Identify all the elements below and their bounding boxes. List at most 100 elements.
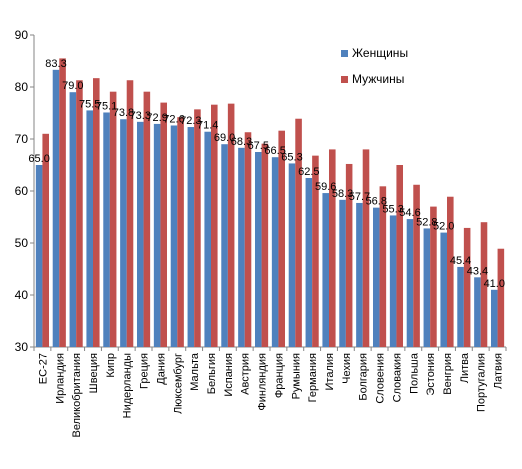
x-tick-label: Литва: [459, 352, 471, 383]
bar-women: [322, 193, 329, 347]
x-tick-label: ЕС-27: [37, 353, 49, 384]
data-label-women: 79.0: [62, 80, 83, 92]
bar-women: [271, 157, 279, 347]
data-label-women: 72.6: [163, 113, 184, 125]
data-label-women: 71.4: [197, 120, 218, 132]
bar-women: [288, 163, 296, 347]
bar-men: [362, 149, 370, 347]
bar-men: [160, 102, 168, 347]
x-tick-label: Кипр: [105, 353, 117, 378]
x-tick-label: Венгрия: [442, 353, 454, 395]
data-label-women: 83.3: [45, 58, 66, 70]
data-label-women: 52.8: [416, 216, 437, 228]
x-tick-label: Словения: [375, 353, 387, 404]
bar-women: [440, 232, 447, 347]
x-tick-label: Румыния: [290, 353, 302, 399]
legend-women-label: Женщины: [352, 46, 408, 60]
bar-women: [52, 69, 60, 347]
x-tick-label: Швеция: [88, 353, 100, 393]
data-label-women: 73.8: [113, 107, 134, 119]
x-tick-label: Италия: [324, 353, 336, 391]
bar-women: [474, 277, 481, 347]
legend-men-swatch: [341, 76, 348, 83]
data-label-women: 65.0: [28, 153, 49, 165]
bar-men: [227, 103, 235, 347]
bar-men: [261, 143, 269, 347]
data-label-women: 58.3: [332, 188, 353, 200]
legend-men-label: Мужчины: [352, 72, 404, 86]
data-label-women: 75.5: [79, 98, 100, 110]
bar-women: [254, 152, 262, 347]
bar-men: [379, 186, 387, 347]
bar-men: [194, 109, 201, 347]
bar-women: [457, 266, 464, 347]
data-label-women: 62.5: [298, 166, 319, 178]
x-tick-label: Португалия: [476, 353, 488, 412]
legend: Женщины Мужчины: [341, 46, 408, 86]
data-label-women: 41.0: [484, 278, 505, 290]
data-label-women: 72.3: [180, 115, 201, 127]
bar-men: [109, 91, 117, 348]
x-tick-label: Нидерланды: [122, 353, 134, 418]
bar-women: [356, 202, 363, 347]
bar-men: [59, 58, 66, 348]
x-tick-label: Болгария: [358, 353, 370, 401]
legend-women-swatch: [341, 50, 348, 57]
y-tick-label: 90: [15, 28, 29, 42]
x-tick-label: Финляндия: [257, 353, 269, 411]
bar-men: [329, 149, 336, 347]
x-tick-label: Испания: [223, 353, 235, 397]
bar-women: [103, 112, 110, 347]
data-label-women: 45.4: [450, 255, 471, 267]
bar-women: [120, 119, 127, 348]
bar-women: [187, 127, 195, 347]
x-tick-label: Великобритания: [71, 353, 83, 438]
x-tick-label: Польша: [408, 352, 420, 394]
data-label-women: 73.3: [130, 110, 151, 122]
data-label-women: 69.0: [214, 132, 235, 144]
x-tick-label: Мальта: [189, 352, 201, 391]
data-label-women: 68.3: [231, 136, 252, 148]
bar-women: [69, 92, 77, 347]
bar-women: [170, 125, 178, 347]
bar-men: [312, 155, 319, 347]
x-tick-label: Германия: [307, 353, 319, 402]
data-labels: 65.0 83.3 79.0 75.575.173.873.372.972.672.3…: [28, 58, 505, 290]
x-tick-label: Чехия: [341, 353, 353, 384]
bars: [35, 58, 505, 348]
bar-men: [211, 104, 218, 348]
data-label-women: 56.8: [366, 196, 387, 208]
bar-men: [93, 78, 100, 347]
bar-men: [345, 163, 353, 347]
x-tick-label: Греция: [139, 353, 151, 389]
x-tick-label: Словакия: [391, 353, 403, 402]
x-tick-label: Франция: [273, 353, 285, 398]
x-tick-label: Дания: [155, 353, 167, 385]
bar-women: [136, 121, 144, 347]
bar-women: [204, 131, 211, 347]
bar-men: [430, 206, 437, 347]
data-label-women: 54.6: [399, 207, 420, 219]
x-tick-label: Ирландия: [54, 353, 66, 404]
y-tick-label: 60: [15, 184, 29, 198]
data-label-women: 57.7: [349, 191, 370, 203]
bar-men: [295, 118, 302, 347]
bar-women: [238, 147, 245, 347]
data-label-women: 52.0: [433, 221, 454, 233]
bar-women: [305, 178, 313, 347]
bar-women: [406, 219, 414, 347]
bar-women: [423, 228, 431, 347]
data-label-women: 66.5: [264, 145, 285, 157]
bar-men: [244, 132, 252, 347]
bar-women: [221, 144, 228, 347]
x-tick-labels: ЕС-27 Ирландия Великобритания Швеция Кипр Нид…: [37, 352, 504, 437]
data-label-women: 67.5: [248, 140, 269, 152]
bar-men: [396, 165, 404, 347]
y-tick-label: 70: [15, 132, 29, 146]
x-tick-label: Люксембург: [172, 353, 184, 414]
bar-men: [447, 196, 454, 347]
data-label-women: 65.3: [281, 151, 302, 163]
x-tick-label: Эстония: [425, 353, 437, 396]
bar-men: [278, 130, 286, 347]
